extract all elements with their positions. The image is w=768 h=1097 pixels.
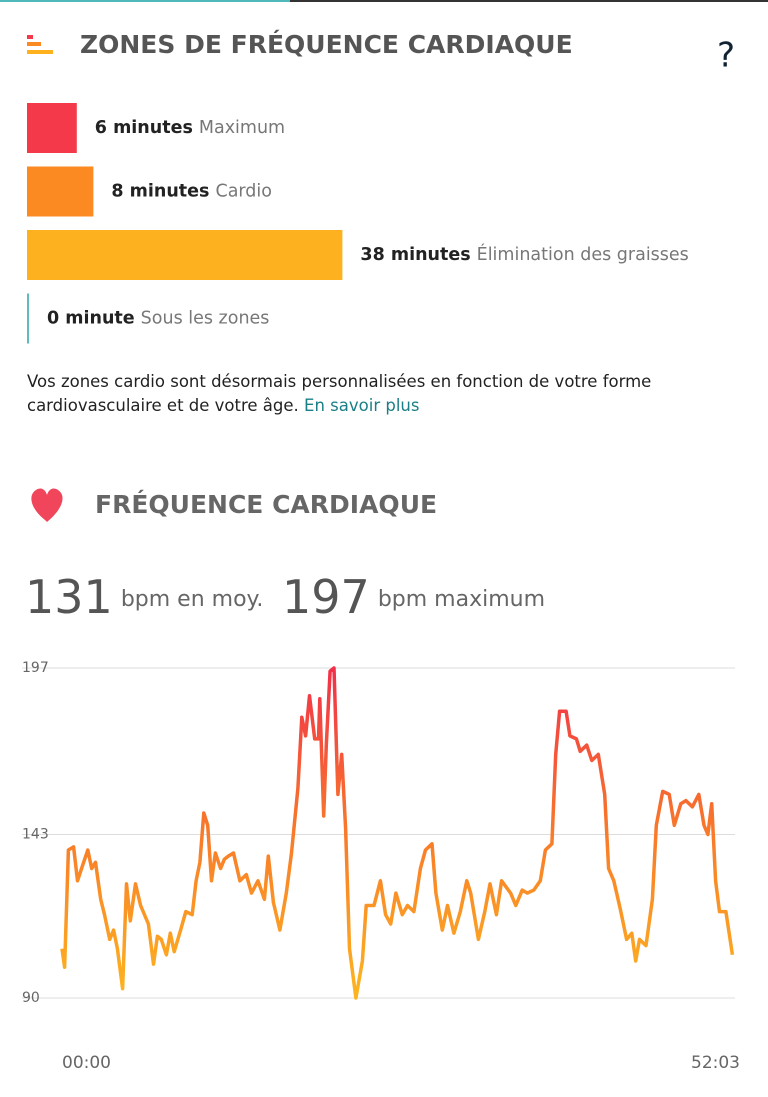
heart-title: FRÉQUENCE CARDIAQUE bbox=[95, 490, 437, 519]
zone-name: Cardio bbox=[215, 182, 272, 202]
zone-minutes: 8 minutes bbox=[111, 182, 209, 202]
heart-icon bbox=[31, 488, 63, 522]
zone-minutes: 0 minute bbox=[47, 309, 135, 329]
help-button[interactable]: ? bbox=[717, 36, 735, 76]
title: ZONES DE FRÉQUENCE CARDIAQUE bbox=[80, 30, 573, 59]
zone-name: Maximum bbox=[199, 118, 285, 138]
progress bbox=[0, 0, 290, 2]
zone-bar bbox=[27, 293, 29, 344]
x-tick-label: 52:03 bbox=[691, 1053, 740, 1073]
zone-label: 6 minutes Maximum bbox=[95, 118, 285, 138]
zone-label: 0 minute Sous les zones bbox=[47, 309, 269, 329]
zone-name: Sous les zones bbox=[141, 309, 270, 329]
x-tick-label: 00:00 bbox=[62, 1053, 111, 1073]
heart-rate-line bbox=[60, 666, 735, 1000]
zone-label: 8 minutes Cardio bbox=[111, 182, 272, 202]
stat: 131 bpm en moy. bbox=[25, 570, 263, 624]
learn-more[interactable]: En savoir plus bbox=[304, 396, 420, 415]
zone-minutes: 6 minutes bbox=[95, 118, 193, 138]
zone-label: 38 minutes Élimination des graisses bbox=[360, 243, 688, 265]
stat-unit: bpm en moy. bbox=[121, 587, 264, 612]
stat-value: 197 bbox=[282, 570, 370, 624]
y-tick-label: 197 bbox=[22, 660, 49, 676]
y-tick-label: 90 bbox=[22, 990, 40, 1006]
zone-bar bbox=[27, 166, 94, 217]
zones-icon bbox=[27, 35, 53, 54]
note: Vos zones cardio sont désormais personna… bbox=[27, 370, 717, 418]
stat: 197 bpm maximum bbox=[282, 570, 545, 624]
zone-name: Élimination des graisses bbox=[477, 243, 689, 265]
note-text: Vos zones cardio sont désormais personna… bbox=[27, 372, 652, 415]
zone-bar bbox=[27, 103, 77, 153]
zone-bar bbox=[27, 230, 343, 280]
zone-minutes: 38 minutes bbox=[360, 245, 470, 265]
y-tick-label: 143 bbox=[22, 827, 49, 843]
stat-unit: bpm maximum bbox=[378, 587, 545, 612]
stat-value: 131 bbox=[25, 570, 113, 624]
progress-track bbox=[290, 0, 768, 2]
